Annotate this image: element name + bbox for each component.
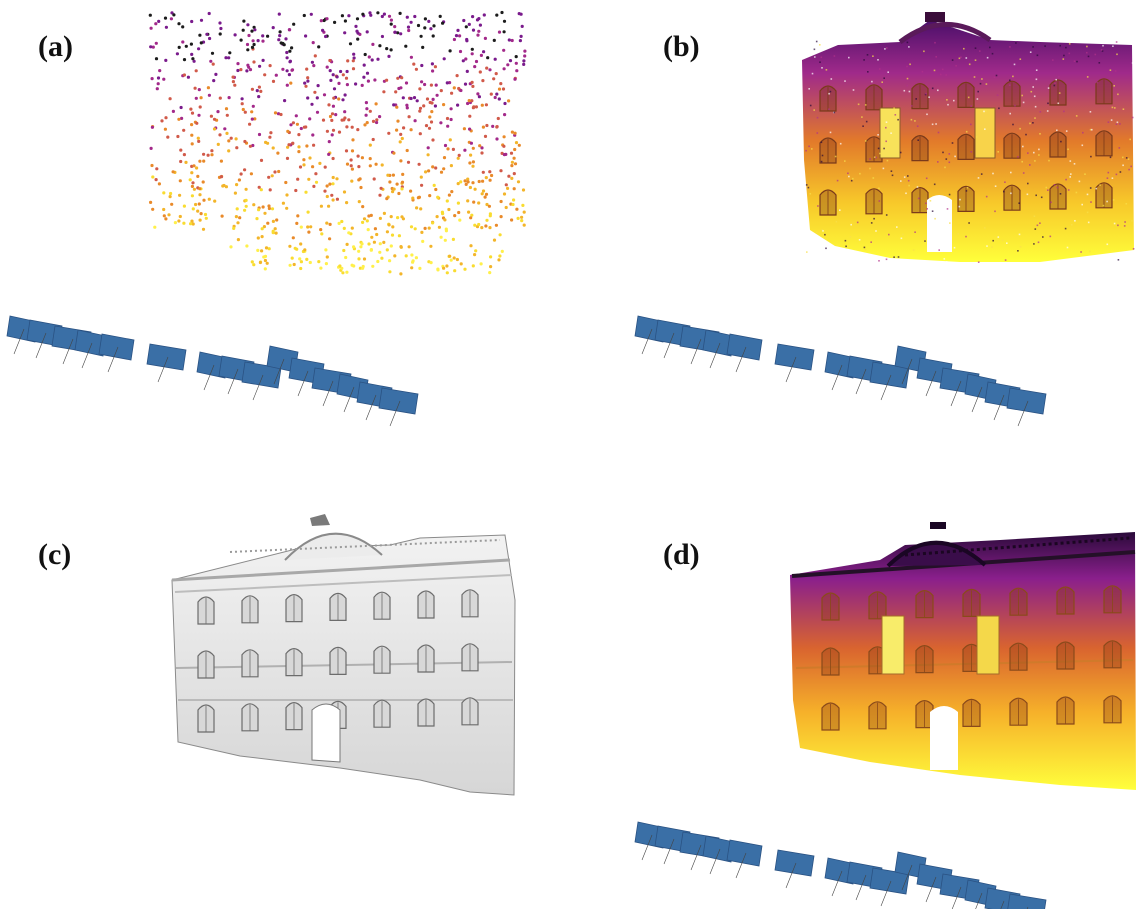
- camera-trajectory-b: [634, 315, 1047, 427]
- panel-label-a: (a): [38, 30, 73, 63]
- sparse-point-cloud: [148, 10, 527, 276]
- panel-label-b: (b): [663, 30, 700, 63]
- panel-label-d: (d): [663, 538, 700, 571]
- gray-mesh-facade: [171, 514, 516, 796]
- camera-trajectory-a: [6, 315, 419, 427]
- camera-trajectory-d: [634, 821, 1047, 909]
- depth-colored-mesh-facade: [790, 522, 1136, 790]
- panel-label-c: (c): [38, 538, 72, 571]
- dense-point-cloud-facade: [802, 12, 1135, 263]
